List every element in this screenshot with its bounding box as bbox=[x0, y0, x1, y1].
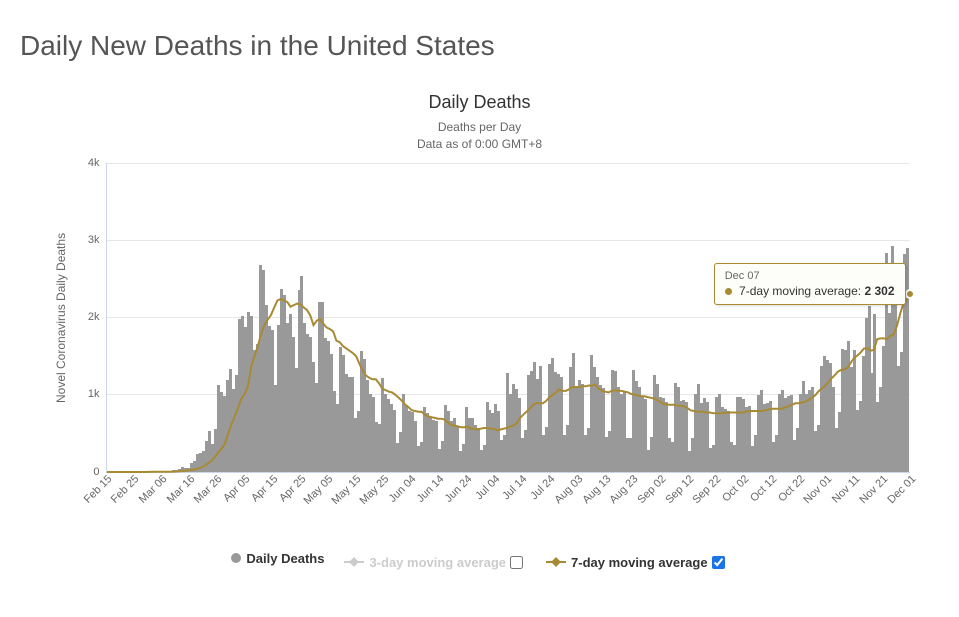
legend-swatch-circle-icon bbox=[231, 553, 241, 563]
line-overlay bbox=[107, 163, 910, 472]
x-tick-label: Sep 22 bbox=[691, 473, 724, 506]
x-tick-label: Jun 14 bbox=[415, 473, 447, 505]
x-tick-label: Sep 02 bbox=[635, 473, 668, 506]
x-tick-label: Feb 25 bbox=[109, 473, 142, 506]
x-tick-label: Jul 14 bbox=[501, 473, 530, 502]
y-axis-ticks: 01k2k3k4k bbox=[72, 163, 106, 473]
ma7-line bbox=[107, 294, 910, 472]
x-tick-label: Nov 21 bbox=[857, 473, 890, 506]
x-tick-label: Apr 05 bbox=[221, 473, 252, 504]
y-tick-label: 4k bbox=[88, 157, 100, 169]
x-tick-label: Aug 23 bbox=[608, 473, 641, 506]
legend-label: 3-day moving average bbox=[369, 555, 506, 570]
x-tick-label: Mar 06 bbox=[137, 473, 170, 506]
legend-swatch-line-icon bbox=[546, 561, 566, 563]
y-tick-label: 0 bbox=[93, 466, 99, 478]
x-tick-label: Jun 04 bbox=[387, 473, 419, 505]
y-tick-label: 1k bbox=[88, 388, 100, 400]
legend-item-daily[interactable]: Daily Deaths bbox=[231, 551, 324, 566]
legend-item-ma3[interactable]: 3-day moving average bbox=[344, 553, 526, 572]
legend-checkbox-ma7[interactable] bbox=[712, 556, 725, 569]
x-tick-label: Aug 03 bbox=[552, 473, 585, 506]
tooltip-date: Dec 07 bbox=[725, 270, 895, 282]
x-tick-label: Mar 26 bbox=[192, 473, 225, 506]
x-tick-label: Nov 01 bbox=[802, 473, 835, 506]
legend-label: 7-day moving average bbox=[571, 555, 708, 570]
x-tick-label: Jun 24 bbox=[443, 473, 475, 505]
legend-swatch-line-icon bbox=[344, 561, 364, 563]
tooltip-value: 2 302 bbox=[864, 284, 894, 298]
plot-area[interactable]: Dec 07 7-day moving average: 2 302 bbox=[106, 163, 910, 473]
y-tick-label: 3k bbox=[88, 234, 100, 246]
tooltip: Dec 07 7-day moving average: 2 302 bbox=[714, 263, 906, 305]
x-tick-label: May 25 bbox=[357, 473, 391, 507]
x-tick-label: Nov 11 bbox=[830, 473, 863, 506]
x-tick-label: Oct 12 bbox=[748, 473, 779, 504]
x-axis-ticks: Feb 15Feb 25Mar 06Mar 16Mar 26Apr 05Apr … bbox=[106, 473, 910, 545]
x-tick-label: Apr 15 bbox=[249, 473, 280, 504]
chart-title: Daily Deaths bbox=[50, 92, 910, 113]
x-tick-label: Mar 16 bbox=[164, 473, 197, 506]
chart-container: Daily Deaths Deaths per Day Data as of 0… bbox=[50, 92, 910, 572]
x-tick-label: May 15 bbox=[330, 473, 364, 507]
legend: Daily Deaths 3-day moving average 7-day mo… bbox=[50, 551, 910, 572]
x-tick-label: May 05 bbox=[302, 473, 336, 507]
legend-label: Daily Deaths bbox=[246, 551, 324, 566]
tooltip-dot-icon bbox=[725, 288, 732, 295]
tooltip-series-label: 7-day moving average: bbox=[739, 284, 861, 298]
chart-subtitle-line2: Data as of 0:00 GMT+8 bbox=[417, 137, 542, 151]
hover-marker bbox=[905, 289, 915, 299]
x-tick-label: Jul 04 bbox=[473, 473, 502, 502]
legend-item-ma7[interactable]: 7-day moving average bbox=[546, 553, 728, 572]
chart-subtitle-line1: Deaths per Day bbox=[438, 120, 521, 134]
chart-subtitle: Deaths per Day Data as of 0:00 GMT+8 bbox=[50, 119, 910, 153]
y-axis-title: Novel Coronavirus Daily Deaths bbox=[50, 163, 72, 473]
x-tick-label: Dec 01 bbox=[885, 473, 918, 506]
x-tick-label: Aug 13 bbox=[580, 473, 613, 506]
page-title: Daily New Deaths in the United States bbox=[20, 30, 939, 62]
legend-checkbox-ma3[interactable] bbox=[510, 556, 523, 569]
x-tick-label: Oct 02 bbox=[720, 473, 751, 504]
x-tick-label: Sep 12 bbox=[663, 473, 696, 506]
y-tick-label: 2k bbox=[88, 311, 100, 323]
